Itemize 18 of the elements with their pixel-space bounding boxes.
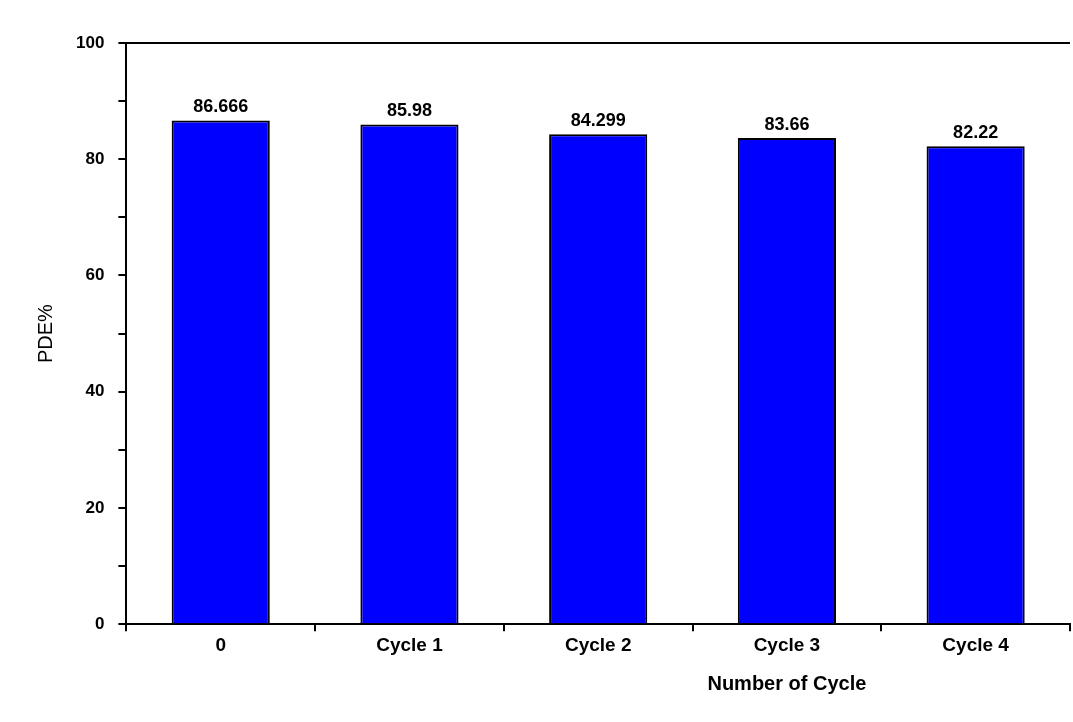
x-tick-label: Cycle 3 [753,633,821,655]
data-label: 86.666 [193,96,249,117]
y-tick-label: 40 [85,381,105,401]
x-tick-label: Cycle 1 [376,633,444,655]
y-tick-label: 20 [85,497,105,517]
y-tick-label: 60 [85,265,105,285]
y-axis-title: PDE% [33,303,56,364]
x-tick-label: Cycle 4 [942,633,1010,655]
x-tick-label: Cycle 2 [564,633,632,655]
data-label: 85.98 [386,100,432,121]
y-tick-label: 100 [75,32,105,52]
data-label: 84.299 [570,110,626,131]
data-label: 83.66 [764,113,810,134]
y-tick-label: 0 [94,613,105,633]
y-tick-label: 80 [85,148,105,168]
data-label: 82.22 [953,122,999,143]
x-axis-title: Number of Cycle [707,671,867,694]
x-tick-label: 0 [215,633,227,655]
